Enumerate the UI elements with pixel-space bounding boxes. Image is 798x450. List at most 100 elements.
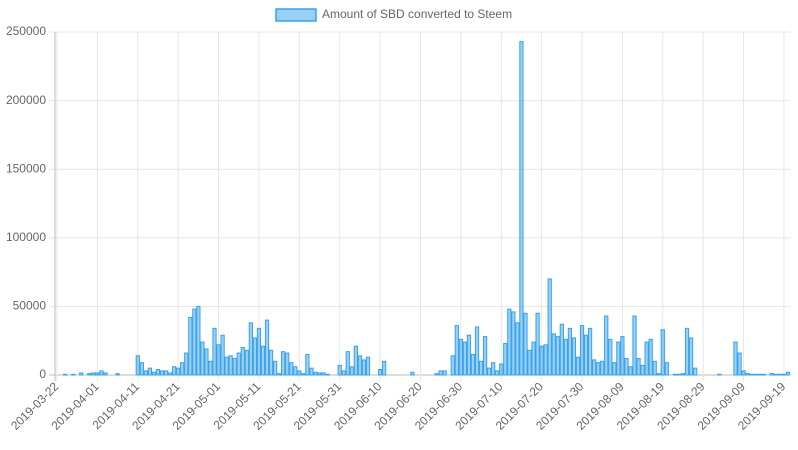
bar bbox=[79, 372, 84, 376]
bar bbox=[535, 312, 540, 376]
bar bbox=[636, 358, 641, 376]
bar bbox=[313, 371, 318, 376]
bar bbox=[353, 345, 358, 376]
bar bbox=[575, 356, 581, 376]
bar bbox=[410, 371, 415, 376]
bar bbox=[664, 362, 669, 376]
bar bbox=[656, 373, 661, 376]
bar bbox=[749, 373, 754, 376]
bar bbox=[236, 352, 241, 376]
bar bbox=[531, 341, 536, 376]
legend-label[interactable]: Amount of SBD converted to Steem bbox=[322, 7, 512, 21]
bar bbox=[620, 336, 625, 376]
bar bbox=[95, 372, 100, 376]
bar bbox=[482, 336, 488, 376]
bar bbox=[349, 366, 354, 376]
bar bbox=[382, 360, 387, 376]
bar bbox=[377, 369, 383, 376]
bar bbox=[523, 312, 528, 376]
bar bbox=[216, 344, 221, 376]
bar bbox=[232, 358, 237, 376]
bar bbox=[571, 337, 577, 376]
bar bbox=[172, 366, 177, 376]
bar bbox=[612, 362, 617, 376]
bar bbox=[628, 366, 633, 376]
legend-swatch[interactable] bbox=[275, 8, 317, 22]
bar bbox=[62, 373, 68, 376]
bar bbox=[592, 359, 597, 376]
bar bbox=[470, 353, 476, 376]
y-tick-label: 250000 bbox=[6, 24, 46, 38]
bar bbox=[244, 349, 249, 376]
bar bbox=[115, 373, 120, 376]
bar bbox=[71, 373, 76, 376]
bar bbox=[212, 327, 217, 376]
bar bbox=[624, 358, 629, 376]
bar bbox=[648, 338, 653, 376]
bar bbox=[289, 362, 294, 376]
bar bbox=[228, 355, 233, 376]
bar bbox=[184, 352, 189, 376]
bar bbox=[361, 359, 367, 376]
bar bbox=[458, 338, 463, 376]
bar bbox=[769, 373, 774, 376]
y-tick-label: 200000 bbox=[6, 93, 46, 107]
bar bbox=[551, 333, 556, 376]
bar bbox=[285, 352, 290, 376]
bar bbox=[676, 373, 682, 376]
bar bbox=[454, 325, 459, 376]
bar bbox=[155, 369, 161, 376]
bar bbox=[741, 370, 746, 376]
bar bbox=[474, 326, 480, 376]
bar bbox=[547, 278, 552, 376]
bar bbox=[680, 373, 686, 376]
bar bbox=[583, 334, 589, 376]
bar bbox=[515, 322, 520, 376]
bar bbox=[147, 367, 153, 376]
bar bbox=[305, 353, 310, 376]
bar bbox=[462, 341, 468, 376]
bar bbox=[495, 370, 500, 376]
bar bbox=[519, 41, 524, 376]
bar bbox=[442, 370, 447, 376]
bar bbox=[301, 373, 306, 376]
bar bbox=[753, 373, 758, 376]
bar bbox=[200, 341, 205, 376]
bar bbox=[151, 371, 157, 376]
bar bbox=[555, 336, 560, 376]
bar bbox=[143, 370, 148, 376]
bar bbox=[176, 367, 181, 376]
bar bbox=[466, 334, 472, 376]
bar bbox=[91, 372, 96, 376]
bar bbox=[281, 351, 286, 376]
bar bbox=[781, 373, 787, 376]
bar bbox=[87, 373, 92, 376]
bar bbox=[757, 373, 762, 376]
bar bbox=[563, 338, 568, 376]
bar bbox=[503, 342, 508, 376]
bar bbox=[559, 323, 564, 376]
bar bbox=[567, 327, 573, 376]
y-tick-label: 50000 bbox=[13, 299, 47, 313]
bar bbox=[672, 373, 678, 376]
bar bbox=[240, 347, 245, 376]
bar bbox=[579, 325, 585, 376]
bar bbox=[487, 367, 492, 376]
bar bbox=[717, 373, 722, 376]
bar bbox=[491, 362, 496, 376]
bar bbox=[539, 345, 544, 376]
bar bbox=[256, 327, 262, 376]
bar bbox=[499, 363, 504, 376]
bar bbox=[220, 334, 225, 376]
bar bbox=[478, 360, 484, 376]
bar bbox=[644, 341, 649, 376]
bar bbox=[596, 362, 601, 376]
bar bbox=[341, 370, 346, 376]
bar bbox=[604, 315, 609, 376]
bar bbox=[99, 370, 104, 376]
bar bbox=[616, 341, 621, 376]
bar bbox=[587, 327, 593, 376]
bar bbox=[660, 329, 665, 376]
bar bbox=[337, 364, 342, 376]
